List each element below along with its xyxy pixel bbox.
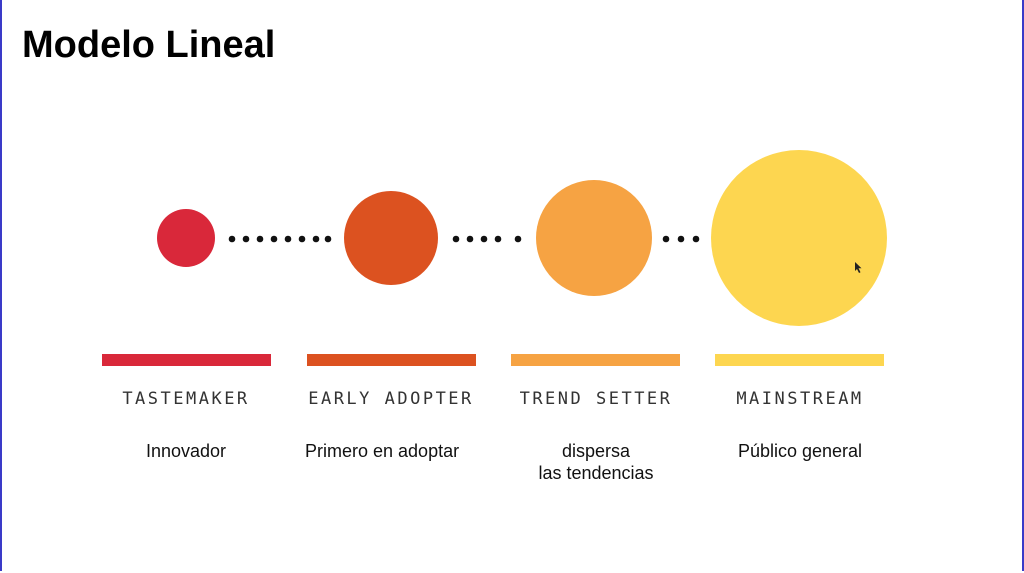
cursor xyxy=(855,262,862,273)
description-line: Primero en adoptar xyxy=(305,441,460,461)
stage-label: TREND SETTER xyxy=(519,389,673,409)
bar xyxy=(511,354,680,366)
stage-description: dispersa las tendencias xyxy=(496,440,696,484)
title: Modelo Lineal xyxy=(22,24,276,66)
bar xyxy=(715,354,884,366)
stage-label: TASTEMAKER xyxy=(122,389,250,409)
bar xyxy=(102,354,271,366)
circle xyxy=(344,191,438,285)
stage-description: Primero en adoptar xyxy=(305,440,477,462)
circle xyxy=(536,180,652,296)
description-line: Innovador xyxy=(145,441,227,461)
bar xyxy=(307,354,476,366)
description-line: dispersa xyxy=(561,441,631,461)
circle xyxy=(711,150,887,326)
stage-description: Innovador xyxy=(86,440,286,462)
stage-label: EARLY ADOPTER xyxy=(308,389,474,409)
dots xyxy=(228,235,700,243)
description-line: Público general xyxy=(737,441,863,461)
description-line: las tendencias xyxy=(538,463,654,483)
stage-label: MAINSTREAM xyxy=(736,389,864,409)
stage-description: Público general xyxy=(700,440,900,462)
circle xyxy=(157,209,215,267)
